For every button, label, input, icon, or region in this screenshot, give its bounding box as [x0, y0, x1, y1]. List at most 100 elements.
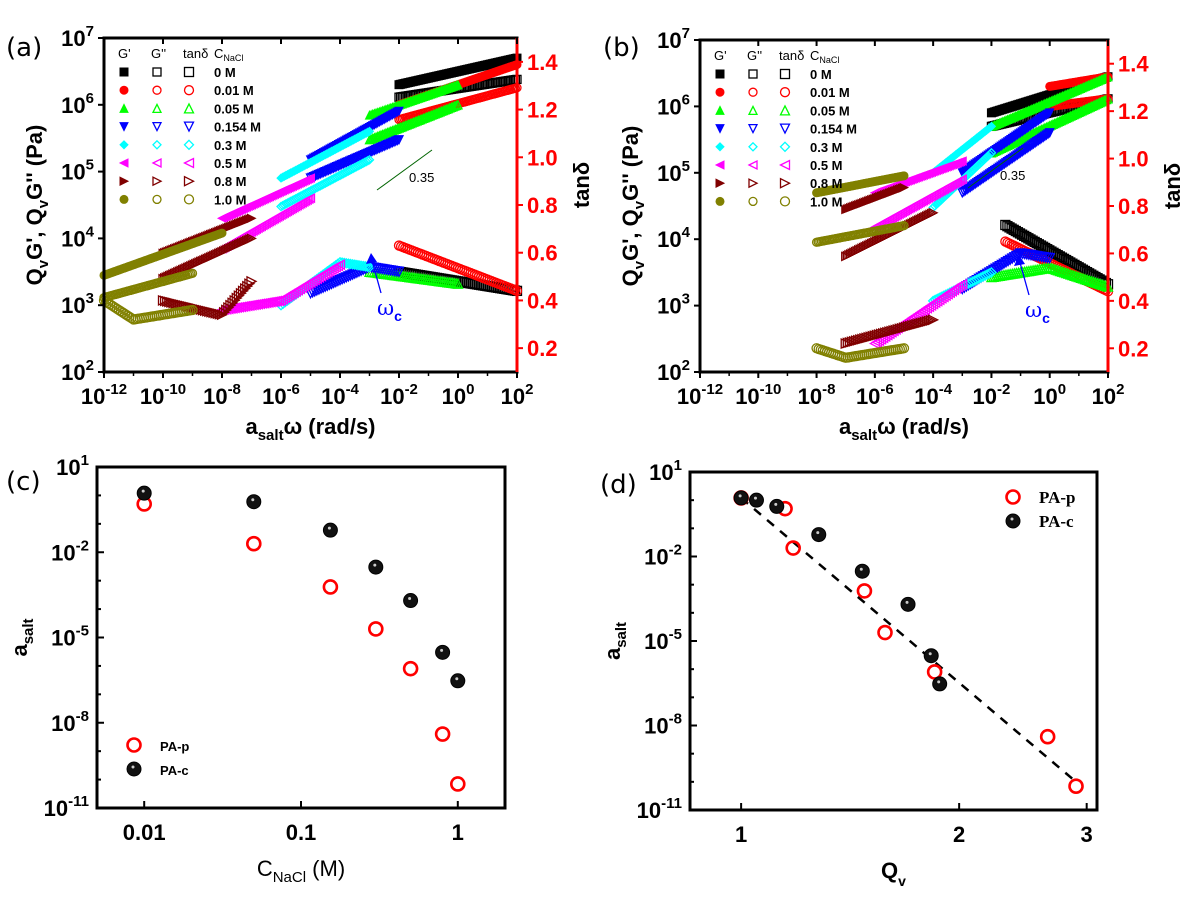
series-0p3M [275, 126, 375, 311]
panel-b: 10-12 10-10 10-8 10-6 10-4 10-2 100 102 102 103 10… [603, 25, 1185, 444]
x-axis-title: CNaCl (M) [257, 856, 345, 886]
point-tandelta [1002, 255, 1014, 268]
point-pa-p [785, 540, 801, 556]
point-tandelta [981, 269, 993, 280]
point-pa-c [854, 563, 870, 579]
legend-label: 0.8 M [810, 176, 843, 191]
legend-marker-tandelta [779, 177, 791, 189]
point-highlight [937, 680, 941, 684]
point-highlight [131, 765, 135, 769]
legend-marker-tandelta [183, 194, 195, 205]
x-axis-title: asaltω (rad/s) [245, 414, 375, 444]
legend-marker-gdoubleprime [748, 69, 758, 79]
point-gprime [899, 182, 910, 193]
y-tick-label: 10-8 [51, 708, 89, 736]
point-pa-c [246, 494, 262, 510]
omega-c-arrowhead [1014, 255, 1025, 266]
x-tick-label: 0.1 [286, 820, 317, 845]
y-axis-title: QvG', QvG'' (Pa) [22, 125, 52, 286]
y2-tick-label: 0.4 [527, 288, 558, 313]
point-tandelta [340, 257, 352, 269]
y2-axis-title: tanδ [569, 162, 594, 208]
legend-header: tanδ [183, 46, 208, 61]
point-highlight [816, 531, 820, 535]
y2-tick-label: 1.4 [1118, 52, 1149, 77]
legend: G' G'' tanδ CNaCl 0 M 0.01 M 0.05 M 0.154 M 0.3 … [118, 46, 261, 207]
legend-header: G' [714, 48, 727, 63]
y2-tick-label: 0.8 [1118, 194, 1149, 219]
x-tick-label: 0.01 [123, 820, 166, 845]
point-highlight [408, 597, 412, 601]
legend-marker-gprime [715, 178, 726, 189]
point-highlight [440, 648, 444, 652]
y-tick-label: 10-5 [644, 626, 682, 654]
point-tandelta [983, 267, 995, 279]
y-tick-label: 104 [61, 223, 94, 251]
point-pa-c [403, 593, 419, 609]
point-tandelta [187, 304, 198, 316]
point-tandelta [334, 259, 346, 271]
point-pa-p [1039, 728, 1056, 745]
omega-c-label: ωc [1025, 298, 1050, 326]
legend-marker-tandelta [183, 66, 195, 78]
y-tick-label: 10-5 [51, 623, 89, 651]
y2-tick-label: 0.6 [527, 241, 558, 266]
point-pa-c [450, 673, 466, 689]
legend-marker-tandelta [183, 102, 195, 114]
legend-marker-gdoubleprime [747, 123, 759, 135]
legend-marker-tandelta [779, 141, 791, 153]
y-tick-label: 102 [657, 357, 690, 385]
legend-marker-tandelta [779, 68, 791, 80]
point-pa-c [1005, 513, 1021, 529]
x-tick-label: 10-8 [203, 381, 241, 409]
legend-marker-tandelta [183, 139, 195, 151]
point-pa-c [900, 596, 916, 612]
legend-label: 0.01 M [214, 83, 254, 98]
point-highlight [327, 526, 331, 530]
point-gdoubleprime [956, 174, 967, 185]
legend-marker-gdoubleprime [748, 178, 759, 189]
point-gdoubleprime [1044, 128, 1055, 139]
y-axis-title: asalt [600, 622, 630, 660]
x-tick-label: 10-8 [798, 381, 836, 409]
y-tick-label: 107 [657, 25, 690, 53]
legend-label: 1.0 M [214, 192, 247, 207]
point-pa-c [811, 527, 827, 543]
y-tick-label: 10-11 [44, 793, 89, 821]
point-tandelta [1006, 253, 1018, 265]
x-tick-label: 1 [735, 822, 747, 847]
legend-label: 0.3 M [214, 138, 247, 153]
legend-marker-gprime [715, 124, 725, 134]
series-0p5M [868, 156, 968, 350]
point-highlight [373, 563, 377, 567]
y-tick-label: 106 [61, 90, 94, 118]
y2-tick-label: 1.0 [1118, 147, 1149, 172]
legend-header: G'' [151, 46, 166, 61]
legend-label: 0 M [810, 67, 832, 82]
legend-label: 0.05 M [214, 101, 254, 116]
point-tandelta [927, 314, 940, 326]
point-tandelta [364, 261, 375, 273]
point-tandelta [355, 260, 367, 272]
slope-line [967, 147, 1024, 189]
point-highlight [141, 489, 145, 493]
legend-marker-gprime [715, 87, 725, 97]
legend-marker-tandelta [779, 87, 791, 98]
point-gdoubleprime [393, 135, 405, 146]
point-pa-c [923, 648, 939, 664]
y2-tick-label: 0.2 [527, 336, 558, 361]
legend-marker-gdoubleprime [748, 87, 758, 97]
point-tandelta [998, 258, 1010, 270]
y-tick-label: 103 [61, 290, 94, 318]
y-tick-label: 106 [657, 91, 690, 119]
point-pa-p [245, 535, 262, 552]
y-tick-label: 10-2 [644, 542, 682, 570]
point-pa-p [126, 737, 142, 753]
point-tandelta [452, 277, 464, 289]
legend-label: 0 M [214, 65, 236, 80]
point-tandelta [361, 261, 373, 273]
legend-label: 0.01 M [810, 85, 850, 100]
point-pa-c [769, 498, 785, 514]
legend-marker-gprime [119, 85, 129, 95]
